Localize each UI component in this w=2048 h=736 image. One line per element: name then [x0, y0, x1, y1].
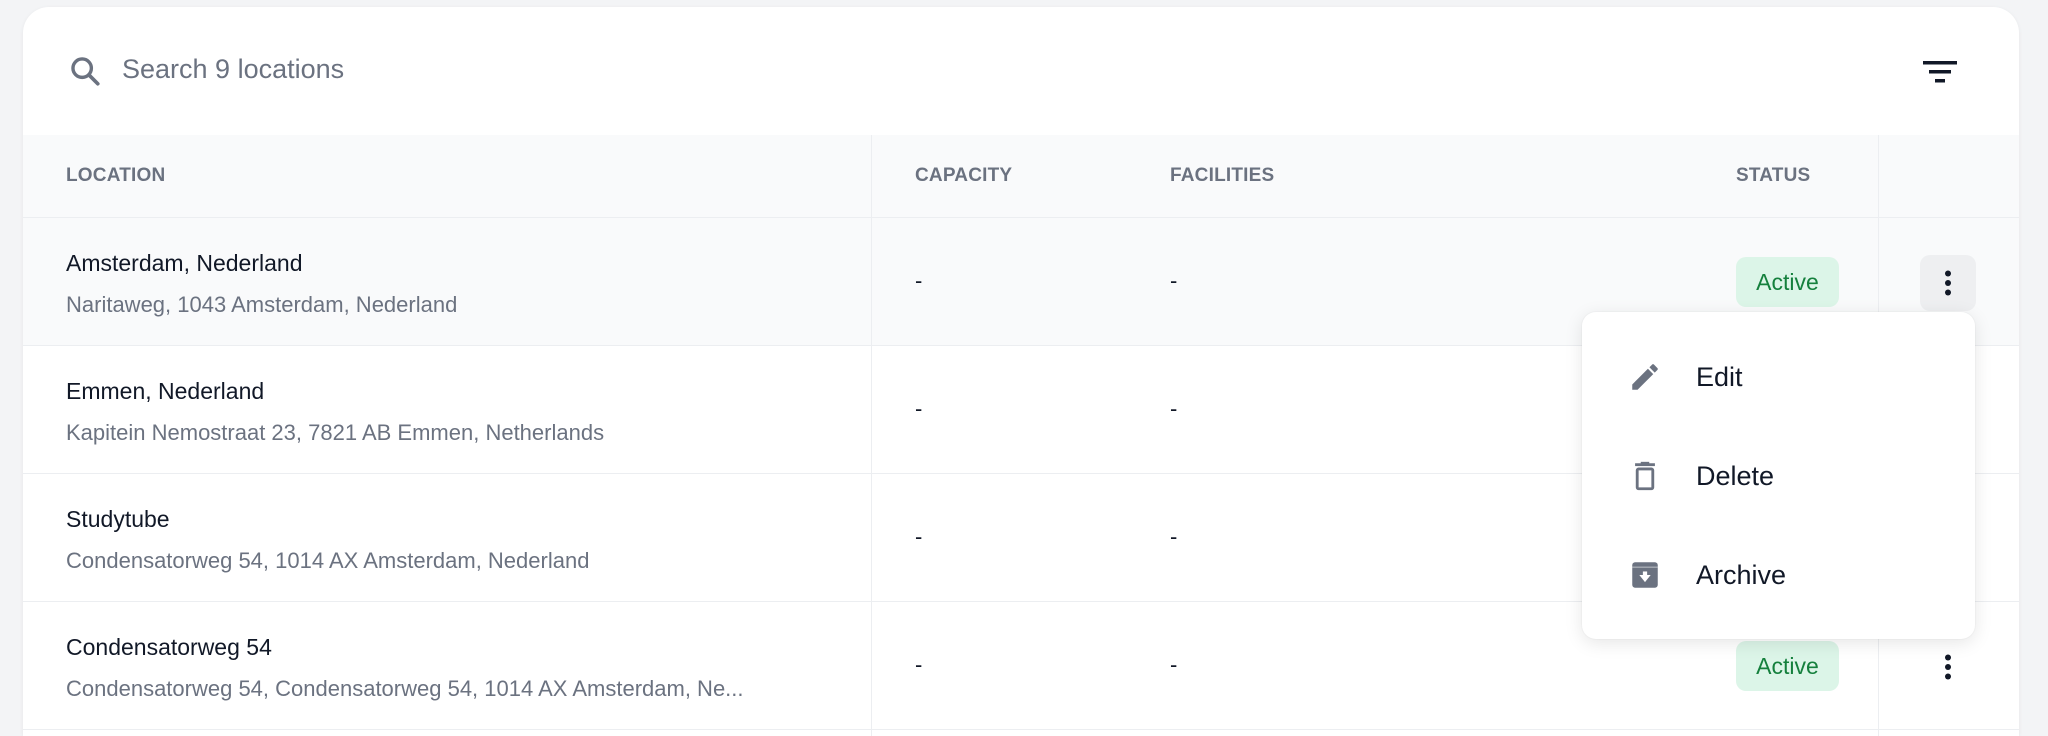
header-capacity[interactable]: CAPACITY: [915, 165, 1013, 186]
capacity-value: -: [915, 524, 923, 549]
facilities-value: -: [1170, 268, 1178, 293]
menu-item-label: Edit: [1696, 361, 1743, 392]
archive-icon: [1628, 558, 1662, 592]
search-icon: [71, 57, 100, 86]
location-name: Studytube: [66, 506, 170, 532]
facilities-value: -: [1170, 652, 1178, 677]
location-address: Condensatorweg 54, Condensatorweg 54, 10…: [66, 676, 744, 701]
row-actions-menu: Edit Delete Archive: [1582, 312, 1975, 639]
facilities-value: -: [1170, 524, 1178, 549]
row-actions-button[interactable]: [1920, 255, 1976, 311]
capacity-value: -: [915, 268, 923, 293]
row-actions-button[interactable]: [1920, 639, 1976, 695]
location-address: Condensatorweg 54, 1014 AX Amsterdam, Ne…: [66, 548, 590, 573]
location-address: Kapitein Nemostraat 23, 7821 AB Emmen, N…: [66, 420, 605, 445]
header-location[interactable]: LOCATION: [66, 165, 166, 186]
table-row[interactable]: Studytube Condensatorweg 54, 1014 AX Ams…: [23, 474, 2019, 602]
status-badge: Active: [1736, 257, 1839, 307]
table-row[interactable]: [23, 730, 2019, 736]
menu-item-label: Archive: [1696, 559, 1787, 590]
search-bar: [23, 7, 2019, 135]
table-row[interactable]: Emmen, Nederland Kapitein Nemostraat 23,…: [23, 346, 2019, 474]
capacity-value: -: [915, 652, 923, 677]
table-header: LOCATION CAPACITY FACILITIES STATUS: [23, 135, 2019, 218]
menu-item-label: Delete: [1696, 460, 1775, 491]
filter-icon[interactable]: [1923, 59, 1957, 85]
location-name: Emmen, Nederland: [66, 378, 265, 404]
column-divider: [871, 135, 872, 736]
pencil-icon: [1628, 360, 1662, 394]
table-row[interactable]: Condensatorweg 54 Condensatorweg 54, Con…: [23, 602, 2019, 730]
search-input[interactable]: [122, 47, 922, 91]
menu-item-edit[interactable]: Edit: [1582, 329, 1975, 425]
more-vertical-icon: [1945, 270, 1951, 296]
table-row[interactable]: Amsterdam, Nederland Naritaweg, 1043 Ams…: [23, 218, 2019, 346]
more-vertical-icon: [1945, 654, 1951, 680]
trash-icon: [1628, 459, 1662, 493]
status-badge: Active: [1736, 641, 1839, 691]
menu-item-archive[interactable]: Archive: [1582, 527, 1975, 623]
header-facilities[interactable]: FACILITIES: [1170, 165, 1275, 186]
capacity-value: -: [915, 396, 923, 421]
location-name: Condensatorweg 54: [66, 634, 272, 660]
menu-item-delete[interactable]: Delete: [1582, 428, 1975, 524]
facilities-value: -: [1170, 396, 1178, 421]
location-name: Amsterdam, Nederland: [66, 250, 303, 276]
location-address: Naritaweg, 1043 Amsterdam, Nederland: [66, 292, 458, 317]
header-status[interactable]: STATUS: [1736, 165, 1811, 186]
